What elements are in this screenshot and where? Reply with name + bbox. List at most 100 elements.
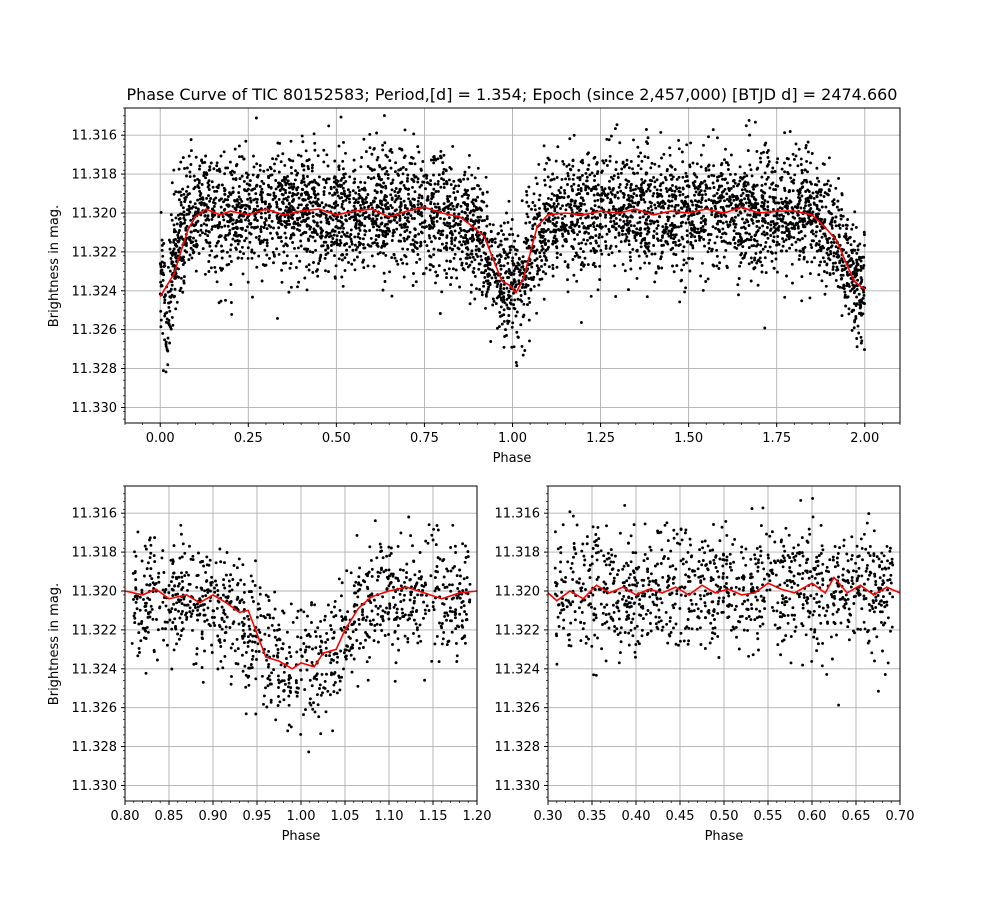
- data-point: [404, 225, 407, 228]
- data-point: [683, 245, 686, 248]
- data-point: [345, 219, 348, 222]
- data-point: [489, 340, 492, 343]
- data-point: [735, 232, 738, 235]
- data-point: [287, 179, 290, 182]
- data-point: [839, 227, 842, 230]
- data-point: [445, 272, 448, 275]
- data-point: [203, 222, 206, 225]
- data-point: [161, 261, 164, 264]
- data-point: [717, 188, 720, 191]
- data-point: [845, 238, 848, 241]
- data-point: [840, 192, 843, 195]
- data-point: [769, 234, 772, 237]
- data-point: [821, 206, 824, 209]
- data-point: [843, 268, 846, 271]
- data-point: [792, 189, 795, 192]
- data-point: [393, 190, 396, 193]
- data-point: [805, 144, 808, 147]
- data-point: [412, 157, 415, 160]
- data-point: [260, 198, 263, 201]
- data-point: [657, 267, 660, 270]
- data-point: [673, 190, 676, 193]
- data-point: [815, 195, 818, 198]
- data-point: [412, 239, 415, 242]
- data-point: [596, 192, 599, 195]
- data-point: [656, 220, 659, 223]
- data-point: [346, 231, 349, 234]
- data-point: [644, 222, 647, 225]
- data-point: [418, 258, 421, 261]
- data-point: [626, 198, 629, 201]
- data-point: [196, 244, 199, 247]
- data-point: [685, 175, 688, 178]
- data-point: [630, 160, 633, 163]
- data-point: [396, 263, 399, 266]
- data-point: [734, 242, 737, 245]
- data-point: [481, 245, 484, 248]
- data-point: [370, 168, 373, 171]
- data-point: [773, 197, 776, 200]
- data-point: [781, 220, 784, 223]
- data-point: [792, 216, 795, 219]
- data-point: [212, 215, 215, 218]
- data-point: [618, 234, 621, 237]
- data-point: [850, 243, 853, 246]
- data-point: [739, 165, 742, 168]
- data-point: [597, 183, 600, 186]
- data-point: [691, 204, 694, 207]
- data-point: [199, 234, 202, 237]
- data-point: [700, 206, 703, 209]
- data-point: [528, 339, 531, 342]
- data-point: [549, 231, 552, 234]
- data-point: [659, 131, 662, 134]
- data-point: [436, 220, 439, 223]
- data-point: [439, 150, 442, 153]
- data-point: [627, 194, 630, 197]
- data-point: [204, 176, 207, 179]
- data-point: [300, 192, 303, 195]
- data-point: [177, 248, 180, 251]
- data-point: [200, 203, 203, 206]
- data-point: [846, 241, 849, 244]
- data-point: [461, 195, 464, 198]
- data-point: [579, 176, 582, 179]
- data-point: [382, 240, 385, 243]
- data-point: [853, 210, 856, 213]
- data-point: [708, 247, 711, 250]
- data-point: [553, 202, 556, 205]
- data-point: [397, 195, 400, 198]
- data-point: [721, 178, 724, 181]
- data-point: [860, 342, 863, 345]
- data-point: [357, 186, 360, 189]
- data-point: [357, 232, 360, 235]
- data-point: [796, 214, 799, 217]
- data-point: [350, 240, 353, 243]
- data-point: [481, 291, 484, 294]
- data-point: [492, 297, 495, 300]
- data-point: [666, 190, 669, 193]
- data-point: [333, 230, 336, 233]
- data-point: [355, 222, 358, 225]
- data-point: [284, 177, 287, 180]
- data-point: [695, 190, 698, 193]
- data-point: [311, 166, 314, 169]
- data-point: [539, 240, 542, 243]
- data-point: [703, 230, 706, 233]
- data-point: [182, 206, 185, 209]
- data-point: [848, 307, 851, 310]
- data-point: [510, 227, 513, 230]
- data-point: [637, 164, 640, 167]
- data-point: [342, 200, 345, 203]
- data-point: [184, 227, 187, 230]
- data-point: [637, 155, 640, 158]
- data-point: [338, 231, 341, 234]
- data-point: [366, 193, 369, 196]
- data-point: [447, 200, 450, 203]
- data-point: [323, 190, 326, 193]
- data-point: [368, 133, 371, 136]
- data-point: [763, 199, 766, 202]
- data-point: [418, 193, 421, 196]
- data-point: [301, 140, 304, 143]
- data-point: [788, 237, 791, 240]
- data-point: [732, 220, 735, 223]
